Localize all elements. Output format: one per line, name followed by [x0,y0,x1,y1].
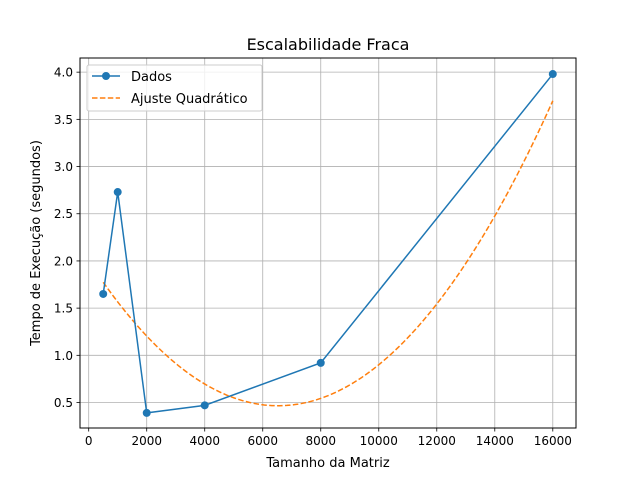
data-point [316,358,325,367]
x-axis-label: Tamanho da Matriz [265,456,390,471]
x-tick-label: 12000 [418,434,456,448]
y-tick-label: 4.0 [54,66,73,80]
legend: Dados Ajuste Quadrático [86,64,263,112]
y-tick-label: 3.0 [54,160,73,174]
series-line-dados [102,73,554,414]
data-point [99,289,108,298]
legend-marker-dados [102,72,110,80]
data-point [142,408,151,417]
x-tick-label: 10000 [360,434,398,448]
x-tick-label: 6000 [247,434,278,448]
axes-frame [79,57,577,429]
legend-label-ajuste-quadratico: Ajuste Quadrático [131,92,248,107]
axis-ticks: 0 2000 4000 6000 8000 10000 12000 14000 16000 0.5… [54,66,572,448]
x-tick-label: 16000 [534,434,572,448]
chart-title: Escalabilidade Fraca [247,35,410,54]
plot-area [99,70,557,417]
y-tick-label: 2.5 [54,207,73,221]
legend-box [86,64,263,112]
x-tick-label: 8000 [305,434,336,448]
data-point [548,70,557,79]
legend-label-dados: Dados [131,70,172,85]
series-line-ajuste-quadratico [102,100,554,407]
x-tick-label: 0 [85,434,93,448]
x-tick-label: 14000 [476,434,514,448]
y-tick-label: 1.0 [54,349,73,363]
data-point [113,188,122,197]
y-tick-label: 3.5 [54,113,73,127]
x-tick-label: 2000 [131,434,162,448]
y-tick-label: 2.0 [54,254,73,268]
x-tick-label: 4000 [189,434,220,448]
grid-lines [80,58,576,428]
data-point [200,401,209,410]
y-axis-label: Tempo de Execução (segundos) [29,140,44,347]
y-tick-label: 0.5 [54,396,73,410]
y-tick-label: 1.5 [54,302,73,316]
